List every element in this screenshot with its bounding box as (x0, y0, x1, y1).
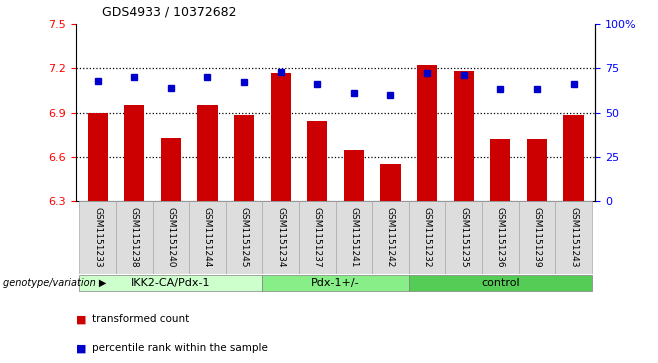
Text: GSM1151242: GSM1151242 (386, 207, 395, 268)
Text: GSM1151245: GSM1151245 (240, 207, 249, 268)
Bar (226, 201, 263, 274)
Bar (453, 71, 474, 201)
Bar (307, 121, 327, 201)
Bar (88, 113, 108, 201)
Text: GSM1151236: GSM1151236 (496, 207, 505, 268)
Text: GSM1151237: GSM1151237 (313, 207, 322, 268)
Text: genotype/variation ▶: genotype/variation ▶ (3, 278, 107, 288)
Text: ■: ■ (76, 343, 89, 354)
Text: GSM1151240: GSM1151240 (166, 207, 175, 268)
Bar (80, 201, 116, 274)
Bar (482, 201, 519, 274)
Bar (563, 115, 584, 201)
Bar (299, 201, 336, 274)
Bar (263, 275, 409, 291)
Bar (519, 201, 555, 274)
Bar (270, 73, 291, 201)
Text: GSM1151243: GSM1151243 (569, 207, 578, 268)
Text: IKK2-CA/Pdx-1: IKK2-CA/Pdx-1 (131, 278, 211, 288)
Bar (263, 201, 299, 274)
Text: GSM1151244: GSM1151244 (203, 207, 212, 268)
Bar (409, 275, 592, 291)
Bar (197, 105, 218, 201)
Text: GSM1151241: GSM1151241 (349, 207, 359, 268)
Text: Pdx-1+/-: Pdx-1+/- (311, 278, 360, 288)
Bar (490, 139, 511, 201)
Bar (445, 201, 482, 274)
Text: GSM1151235: GSM1151235 (459, 207, 468, 268)
Bar (153, 201, 189, 274)
Bar (417, 65, 437, 201)
Bar (344, 150, 364, 201)
Text: GSM1151233: GSM1151233 (93, 207, 102, 268)
Bar (409, 201, 445, 274)
Bar (161, 138, 181, 201)
Text: transformed count: transformed count (92, 314, 190, 325)
Bar (189, 201, 226, 274)
Bar (555, 201, 592, 274)
Bar (380, 164, 401, 201)
Bar (336, 201, 372, 274)
Bar (116, 201, 153, 274)
Bar (124, 105, 144, 201)
Text: GSM1151238: GSM1151238 (130, 207, 139, 268)
Bar (372, 201, 409, 274)
Text: ■: ■ (76, 314, 89, 325)
Bar (527, 139, 547, 201)
Text: GSM1151234: GSM1151234 (276, 207, 285, 268)
Bar (80, 275, 263, 291)
Text: GDS4933 / 10372682: GDS4933 / 10372682 (101, 6, 236, 19)
Text: GSM1151239: GSM1151239 (532, 207, 542, 268)
Text: control: control (481, 278, 520, 288)
Text: GSM1151232: GSM1151232 (422, 207, 432, 268)
Text: percentile rank within the sample: percentile rank within the sample (92, 343, 268, 354)
Bar (234, 115, 254, 201)
